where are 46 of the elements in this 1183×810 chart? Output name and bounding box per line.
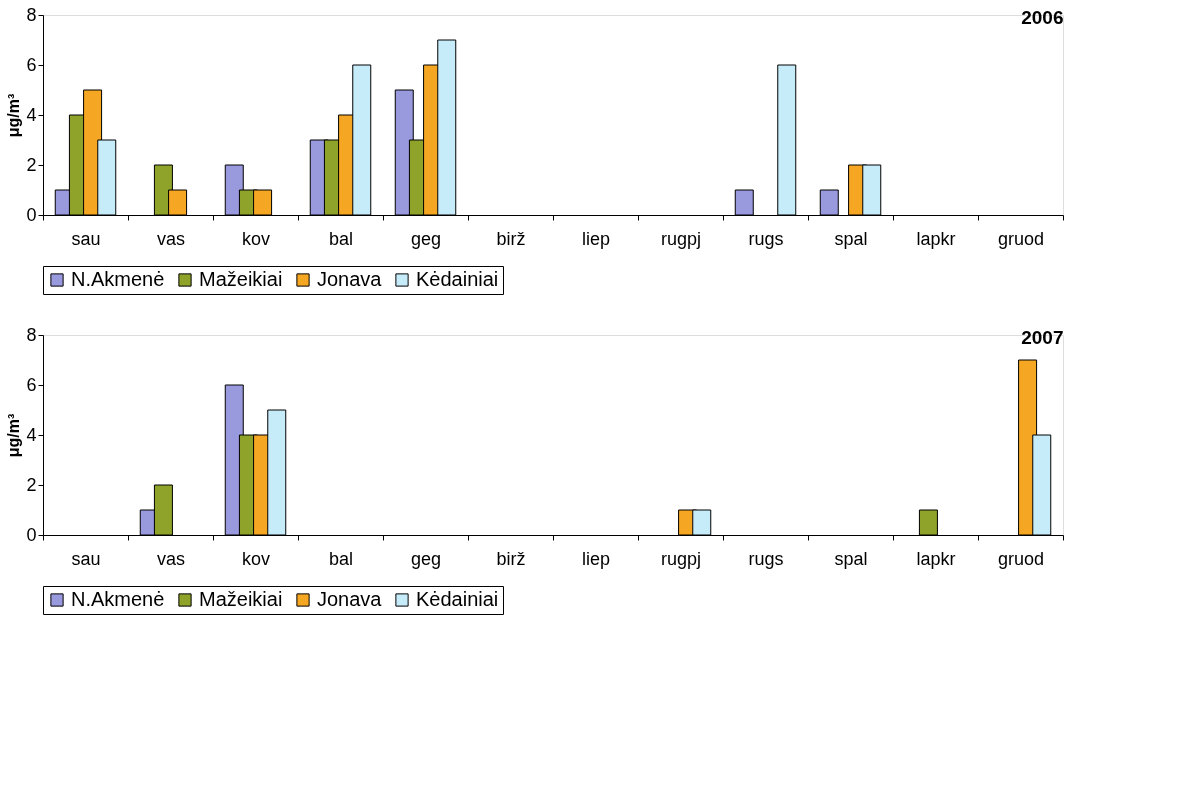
x-tick-label: rugpj (660, 548, 702, 569)
x-tick-label: spal (834, 548, 868, 569)
x-tick-label: gruod (997, 228, 1045, 249)
legend-label: Mažeikiai (199, 588, 283, 610)
y-axis-title: μg/m³ (5, 413, 23, 458)
x-tick-label: rugpj (660, 228, 702, 249)
y-tick-label: 8 (26, 324, 37, 345)
legend-label: Jonava (317, 268, 383, 290)
y-tick-label: 6 (26, 374, 37, 395)
x-tick-label: birž (496, 228, 526, 249)
y-tick-label: 2 (26, 474, 37, 495)
x-tick-label: lapkr (916, 548, 956, 569)
x-tick-label: birž (496, 548, 526, 569)
legend-label: Kėdainiai (416, 268, 499, 290)
y-tick-label: 8 (26, 4, 37, 25)
y-tick-label: 0 (26, 204, 37, 225)
legend-label: N.Akmenė (71, 588, 165, 610)
chart-title: 2006 (1021, 7, 1064, 28)
x-tick-label: kov (241, 548, 271, 569)
chart-title: 2007 (1021, 327, 1064, 348)
y-axis-title: μg/m³ (5, 93, 23, 138)
y-tick-label: 6 (26, 54, 37, 75)
legend-label: Kėdainiai (416, 588, 499, 610)
x-tick-label: vas (156, 228, 186, 249)
legend-label: N.Akmenė (71, 268, 165, 290)
x-tick-label: kov (241, 228, 271, 249)
y-tick-label: 0 (26, 524, 37, 545)
x-tick-label: gruod (997, 548, 1045, 569)
x-tick-label: spal (834, 228, 868, 249)
x-tick-label: bal (328, 548, 354, 569)
x-tick-label: liep (581, 228, 611, 249)
x-tick-label: lapkr (916, 228, 956, 249)
legend-label: Jonava (317, 588, 383, 610)
x-tick-label: geg (410, 548, 442, 569)
x-tick-label: geg (410, 228, 442, 249)
x-tick-label: rugs (748, 548, 784, 569)
y-tick-label: 2 (26, 154, 37, 175)
y-tick-label: 4 (26, 424, 37, 445)
x-tick-label: vas (156, 548, 186, 569)
y-tick-label: 4 (26, 104, 37, 125)
legend-label: Mažeikiai (199, 268, 283, 290)
x-tick-label: liep (581, 548, 611, 569)
x-tick-label: rugs (748, 228, 784, 249)
x-tick-label: bal (328, 228, 354, 249)
x-tick-label: sau (71, 548, 101, 569)
x-tick-label: sau (71, 228, 101, 249)
